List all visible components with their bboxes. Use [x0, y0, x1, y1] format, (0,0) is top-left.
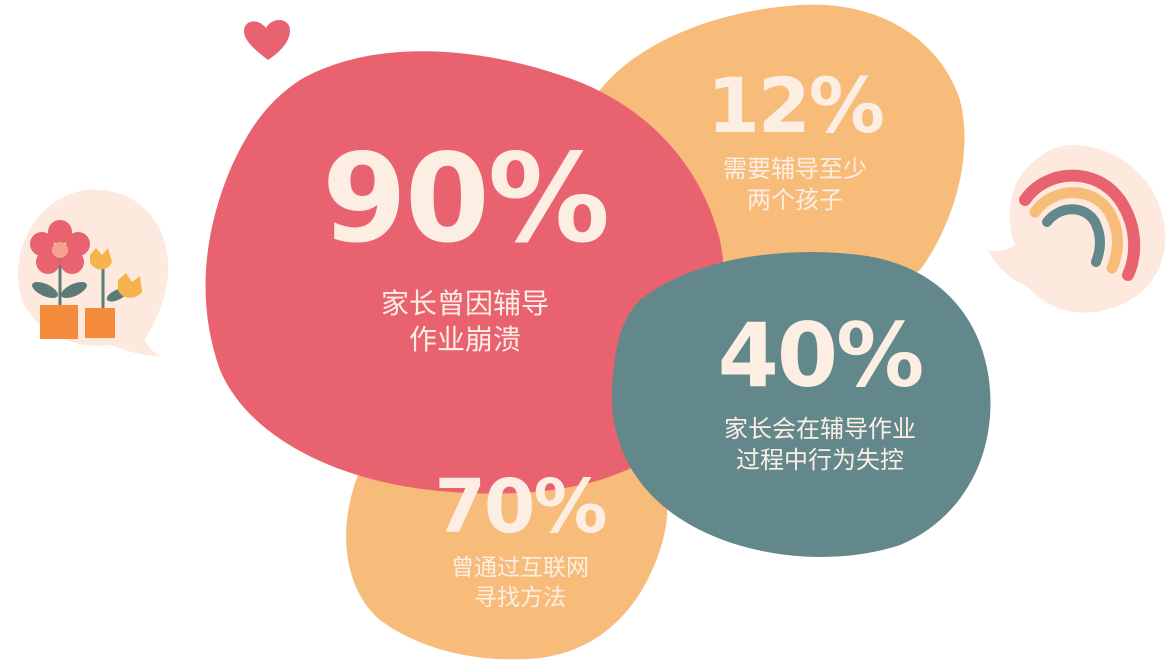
stat-90: 90% 家长曾因辅导 作业崩溃	[300, 138, 630, 359]
stat-12-desc-line2: 两个孩子	[747, 186, 843, 215]
teal-blob-40	[611, 252, 991, 557]
stat-40-value: 40%	[717, 304, 925, 407]
flower-pots-icon	[17, 189, 169, 356]
stat-40-desc-line1: 家长会在辅导作业	[724, 415, 916, 443]
stat-12: 12% 需要辅导至少 两个孩子	[680, 68, 910, 216]
stat-70-value: 70%	[434, 464, 607, 550]
stat-70-desc-line2: 寻找方法	[474, 584, 566, 611]
stat-90-value: 90%	[321, 128, 610, 270]
stat-70: 70% 曾通过互联网 寻找方法	[410, 470, 630, 614]
stat-90-desc-line1: 家长曾因辅导	[380, 287, 549, 320]
stat-90-desc-line2: 作业崩溃	[408, 323, 521, 357]
pink-blob-90	[205, 51, 725, 494]
stat-40: 40% 家长会在辅导作业 过程中行为失控	[690, 312, 950, 476]
stat-40-desc-line2: 过程中行为失控	[736, 446, 904, 475]
stat-12-value: 12%	[707, 61, 885, 150]
rainbow-icon	[988, 145, 1166, 313]
stat-70-desc-line1: 曾通过互联网	[451, 555, 589, 581]
heart-icon	[243, 19, 290, 60]
stat-12-desc-line1: 需要辅导至少	[723, 155, 867, 183]
